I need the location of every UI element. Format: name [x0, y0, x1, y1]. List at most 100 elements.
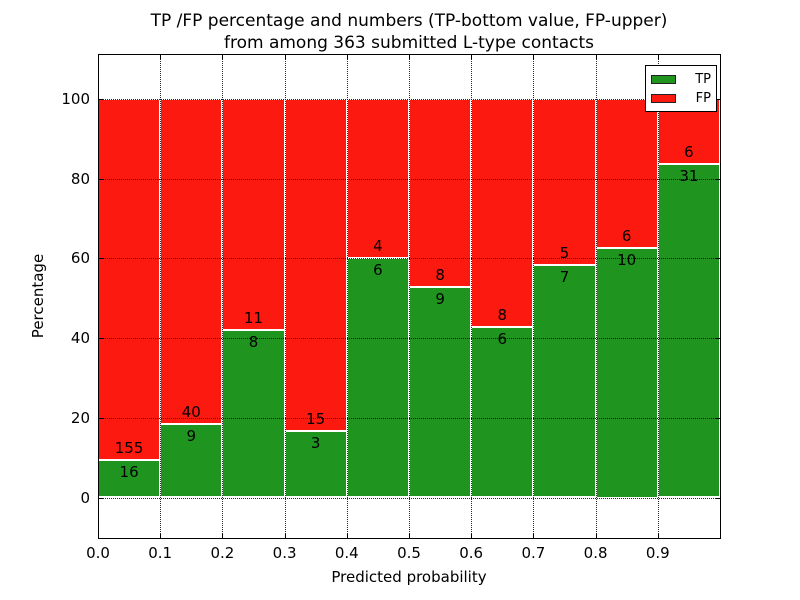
x-tick-label: 0.9: [645, 544, 670, 562]
bar-segment-tp: [471, 326, 534, 498]
y-tick-left: [99, 497, 103, 499]
gridline-vertical: [533, 54, 535, 538]
x-tick-bottom: [533, 534, 535, 538]
chart-title-line1: TP /FP percentage and numbers (TP-bottom…: [150, 11, 668, 31]
legend-entry: FP: [651, 89, 711, 108]
x-tick-top: [409, 55, 410, 59]
gridline-vertical: [409, 54, 410, 538]
chart-title-line2: from among 363 submitted L-type contacts: [223, 33, 594, 53]
x-tick-top: [160, 55, 162, 59]
bar-segment-tp: [409, 286, 472, 498]
tp-count-label: 16: [119, 463, 139, 482]
y-tick-right: [716, 497, 720, 499]
fp-count-label: 155: [114, 439, 144, 458]
y-tick-left: [99, 99, 103, 100]
gridline-vertical: [471, 54, 473, 538]
bar-segment-fp: [160, 99, 223, 425]
fp-count-label: 11: [243, 308, 264, 327]
y-tick-right: [716, 258, 720, 260]
axis-spine-top: [98, 54, 721, 55]
fp-count-label: 5: [559, 244, 570, 263]
x-tick-top: [222, 55, 224, 59]
y-tick-left: [99, 338, 103, 340]
tp-count-label: 6: [373, 261, 383, 280]
y-tick-right: [716, 99, 720, 100]
bar-segment-tp: [657, 163, 720, 498]
y-tick-left: [99, 417, 103, 419]
x-tick-label: 0.4: [334, 544, 359, 562]
tp-count-label: 31: [679, 166, 699, 185]
gridline-vertical: [346, 54, 348, 538]
x-tick-label: 0.2: [210, 544, 235, 562]
y-tick-right: [716, 417, 720, 419]
x-tick-top: [284, 55, 286, 59]
x-tick-bottom: [657, 534, 659, 538]
x-tick-label: 0.5: [397, 544, 421, 562]
tp-count-label: 8: [248, 332, 259, 351]
gridline-vertical: [595, 54, 597, 538]
bar-segment-tp: [160, 424, 223, 498]
x-tick-bottom: [346, 534, 348, 538]
legend-swatch-fp: [651, 94, 676, 103]
bar-segment-tp: [595, 248, 658, 498]
gridline-vertical: [222, 54, 224, 538]
tp-count-label: 10: [617, 251, 637, 270]
gridline-vertical: [284, 54, 286, 538]
tp-count-label: 6: [497, 329, 508, 348]
x-tick-bottom: [222, 534, 224, 538]
bar-segment-tp: [98, 460, 161, 498]
x-tick-top: [595, 55, 597, 59]
y-tick-right: [716, 178, 720, 180]
fp-count-label: 4: [373, 237, 383, 256]
y-tick-label: 20: [70, 408, 90, 427]
fp-count-label: 8: [497, 305, 508, 324]
bar-segment-tp: [346, 258, 409, 498]
bar-segment-tp: [533, 265, 596, 498]
axis-spine-left: [98, 54, 99, 538]
fp-count-label: 15: [306, 410, 326, 429]
bar-segment-fp: [595, 99, 658, 249]
legend-entry: TP: [651, 70, 711, 89]
tp-count-label: 7: [559, 268, 570, 287]
x-tick-bottom: [409, 534, 410, 538]
gridline-vertical: [657, 54, 659, 538]
y-tick-label: 100: [61, 90, 90, 108]
bar-segment-fp: [98, 99, 161, 461]
y-tick-label: 40: [70, 329, 90, 348]
x-tick-bottom: [284, 534, 286, 538]
gridline-vertical: [160, 54, 162, 538]
x-tick-top: [533, 55, 535, 59]
tp-count-label: 9: [435, 289, 445, 308]
bar-segment-fp: [533, 99, 596, 266]
x-tick-bottom: [160, 534, 162, 538]
fp-count-label: 40: [181, 403, 201, 422]
x-tick-label: 0.7: [521, 544, 546, 562]
y-axis-label: Percentage: [29, 253, 47, 339]
legend: TP FP: [645, 65, 717, 112]
chart-title: TP /FP percentage and numbers (TP-bottom…: [98, 10, 720, 54]
bar-segment-fp: [471, 99, 534, 327]
axis-spine-right: [720, 54, 721, 538]
x-tick-top: [471, 55, 473, 59]
x-tick-label: 0.6: [459, 544, 484, 562]
x-tick-bottom: [471, 534, 473, 538]
legend-swatch-tp: [651, 75, 676, 84]
x-tick-label: 0.8: [583, 544, 608, 562]
y-tick-left: [99, 258, 103, 260]
bar-segment-tp: [222, 329, 285, 498]
legend-label-tp: TP: [695, 72, 711, 87]
y-tick-right: [716, 338, 720, 340]
fp-count-label: 6: [684, 142, 694, 161]
y-tick-label: 80: [70, 169, 90, 188]
x-axis-label: Predicted probability: [331, 568, 487, 586]
x-tick-label: 0.1: [148, 544, 173, 562]
x-tick-top: [346, 55, 348, 59]
bar-segment-fp: [222, 99, 285, 330]
axis-spine-bottom: [98, 538, 721, 539]
legend-label-fp: FP: [695, 91, 711, 106]
fp-count-label: 6: [621, 227, 632, 246]
x-tick-label: 0.0: [86, 544, 110, 562]
fp-count-label: 8: [435, 265, 445, 284]
x-tick-top: [657, 55, 659, 59]
